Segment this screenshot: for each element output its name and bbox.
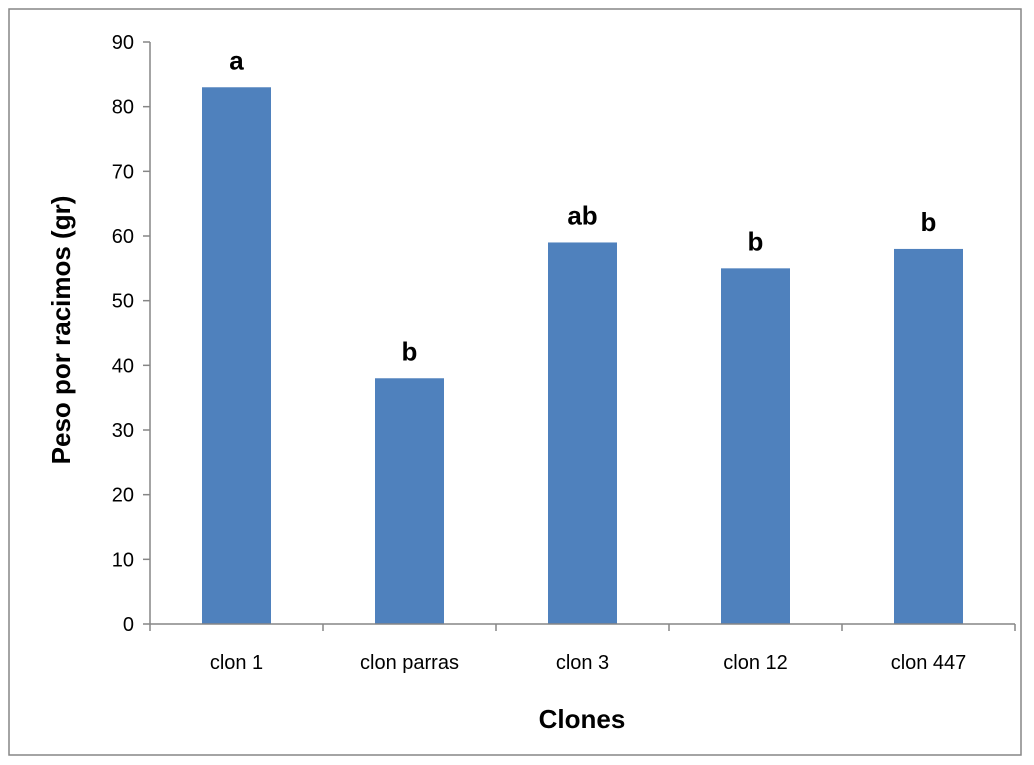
y-tick-label: 30 (112, 420, 134, 442)
y-tick-label: 80 (112, 97, 134, 119)
labels: 0 10 20 30 40 50 60 70 80 90 clon 1 a clon parras b cl… (112, 32, 967, 674)
bar (375, 378, 444, 624)
y-tick-label: 70 (112, 161, 134, 183)
chart-frame (8, 8, 1022, 756)
y-tick-label: 10 (112, 549, 134, 571)
x-category-label: clon 1 (210, 652, 263, 674)
y-axis-title: Peso por racimos (gr) (46, 196, 76, 465)
bar (202, 87, 271, 625)
bar-data-label: a (229, 45, 244, 75)
bar-data-label: ab (567, 200, 597, 230)
x-category-label: clon 3 (556, 652, 609, 674)
axes (143, 41, 1016, 631)
y-tick-label: 0 (123, 614, 134, 636)
y-tick-label: 60 (112, 226, 134, 248)
bar-data-label: b (748, 226, 764, 256)
bar (894, 248, 963, 624)
bar-data-label: b (921, 207, 937, 237)
bar (548, 242, 617, 624)
y-tick-label: 90 (112, 32, 134, 54)
x-category-label: clon 12 (723, 652, 788, 674)
y-tick-label: 40 (112, 355, 134, 377)
y-tick-label: 20 (112, 485, 134, 507)
x-axis-title: Clones (539, 704, 626, 734)
bars (202, 87, 963, 625)
bar (721, 268, 790, 624)
x-category-label: clon 447 (891, 652, 967, 674)
y-tick-label: 50 (112, 291, 134, 313)
bar-data-label: b (402, 336, 418, 366)
x-category-label: clon parras (360, 652, 459, 674)
